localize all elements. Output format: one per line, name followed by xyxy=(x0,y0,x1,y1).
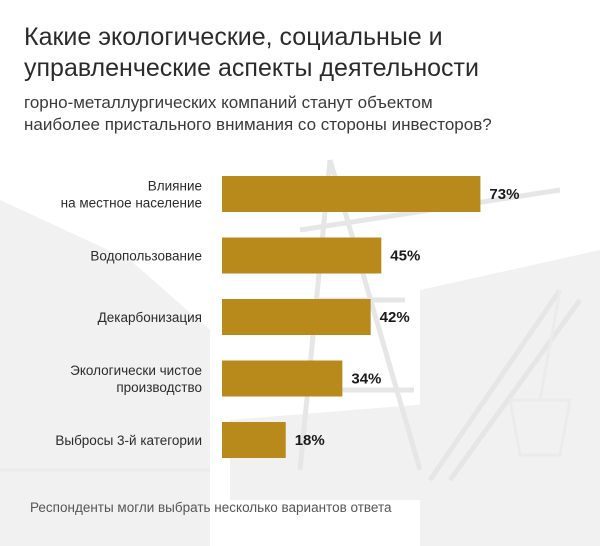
chart-subtitle-line-2: наиболее пристального внимания со сторон… xyxy=(24,115,492,134)
chart-subtitle-line-1: горно-металлургических компаний станут о… xyxy=(24,93,433,112)
chart-title-line-1: Какие экологические, социальные и xyxy=(24,23,443,51)
bar-5 xyxy=(222,422,286,458)
category-label-3: Декарбонизация xyxy=(98,310,202,325)
bar-value-label-2: 45% xyxy=(390,248,420,265)
chart-subtitle: горно-металлургических компаний станут о… xyxy=(24,92,594,136)
bar-3 xyxy=(222,299,371,335)
category-label-5-line-1: Выбросы 3-й категории xyxy=(55,433,202,448)
category-label-4-line-2: производство xyxy=(116,380,202,395)
category-label-5: Выбросы 3-й категории xyxy=(55,433,202,448)
category-label-1-line-2: на местное население xyxy=(61,196,202,211)
bar-value-label-3: 42% xyxy=(380,309,410,326)
category-label-1-line-1: Влияние xyxy=(148,179,202,194)
bar-4 xyxy=(222,360,343,397)
category-label-1: Влияние на местное население xyxy=(61,179,202,211)
footnote: Респонденты могли выбрать несколько вари… xyxy=(30,500,392,515)
category-label-3-line-1: Декарбонизация xyxy=(98,310,202,325)
bar-value-label-1: 73% xyxy=(489,186,519,203)
chart-title: Какие экологические, социальные и управл… xyxy=(24,22,584,84)
bar-2 xyxy=(222,237,382,274)
category-label-4-line-1: Экологически чистое xyxy=(70,363,202,378)
category-label-2-line-1: Водопользование xyxy=(90,249,202,264)
chart-title-line-2: управленческие аспекты деятельности xyxy=(24,54,479,82)
bar-value-label-5: 18% xyxy=(295,432,325,449)
category-label-2: Водопользование xyxy=(90,249,202,264)
category-label-4: Экологически чистое производство xyxy=(70,363,202,395)
bar-1 xyxy=(222,176,481,212)
bar-value-label-4: 34% xyxy=(351,371,381,388)
